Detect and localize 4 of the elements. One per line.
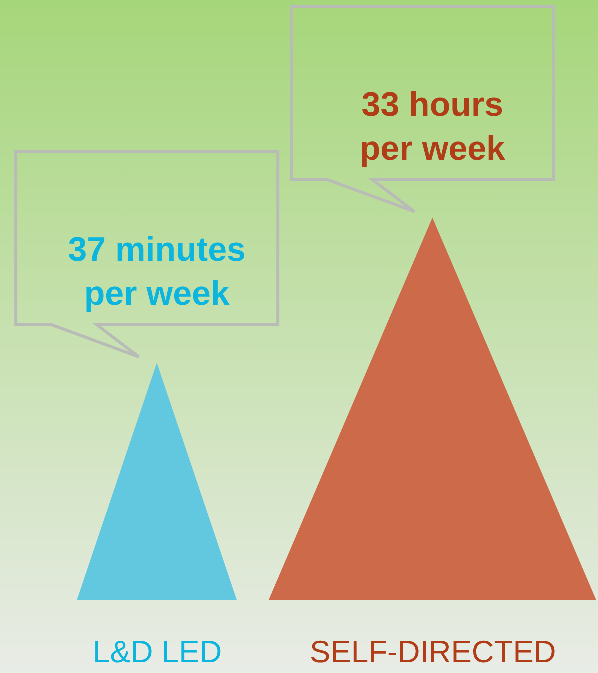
data-label: 33 hours per week xyxy=(360,86,506,168)
category-label: L&D LED xyxy=(92,634,222,670)
data-label: 37 minutes per week xyxy=(68,231,246,314)
category-label: SELF-DIRECTED xyxy=(310,634,556,670)
